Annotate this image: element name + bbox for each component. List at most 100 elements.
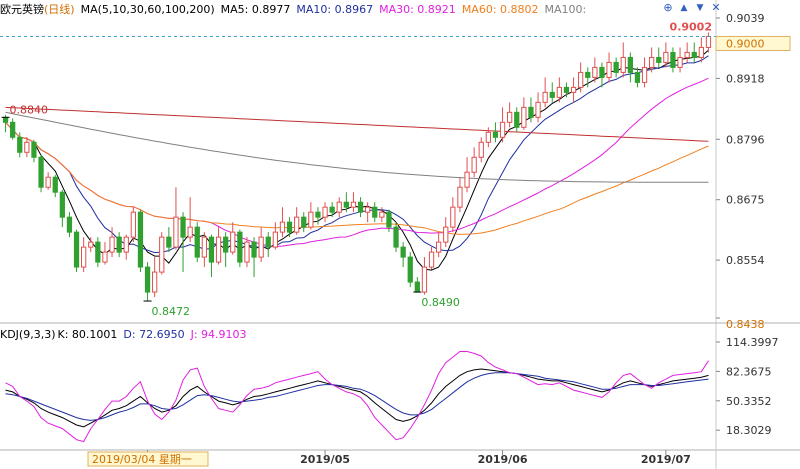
candle-body bbox=[464, 171, 470, 188]
low-annotation-1: 0.8472 bbox=[152, 305, 191, 318]
candle bbox=[322, 202, 328, 223]
price-tick-label: 0.8554 bbox=[726, 254, 765, 267]
candle bbox=[641, 57, 648, 88]
candle-body bbox=[670, 51, 676, 68]
candle-body bbox=[507, 111, 513, 123]
candle-body bbox=[208, 236, 215, 263]
candle bbox=[457, 177, 463, 213]
candle bbox=[223, 232, 229, 268]
move-up-icon[interactable]: ▲ bbox=[680, 3, 688, 13]
candle bbox=[336, 197, 342, 218]
candle bbox=[17, 132, 23, 158]
candle-body bbox=[301, 216, 307, 228]
ma10-value: MA10: 0.8967 bbox=[296, 2, 374, 16]
close-icon[interactable]: ✕ bbox=[711, 1, 721, 14]
candle-body bbox=[230, 231, 236, 253]
candle-body bbox=[272, 231, 278, 248]
time-tick-label: 2019/07 bbox=[641, 453, 691, 466]
candle bbox=[386, 209, 392, 233]
candle-body bbox=[649, 56, 655, 68]
candle bbox=[123, 234, 129, 260]
candle-body bbox=[315, 211, 321, 218]
candle bbox=[59, 189, 65, 228]
candle bbox=[670, 47, 676, 73]
candle bbox=[507, 102, 513, 128]
candle bbox=[315, 207, 321, 225]
candle bbox=[414, 277, 420, 293]
candle-body bbox=[485, 131, 491, 143]
candle-body bbox=[627, 56, 633, 73]
candle-body bbox=[66, 216, 73, 233]
candle bbox=[450, 197, 456, 233]
ma60-value: MA60: 0.8802 bbox=[461, 2, 539, 16]
candle bbox=[400, 242, 406, 268]
candle-body bbox=[641, 66, 648, 83]
candle bbox=[556, 77, 562, 103]
candle-body bbox=[201, 236, 207, 258]
candle-body bbox=[428, 251, 435, 268]
candle bbox=[634, 67, 641, 88]
time-tick-label: 2019/05 bbox=[300, 453, 350, 466]
candle-body bbox=[499, 121, 506, 138]
kdj-k-value: K: 80.1001 bbox=[57, 327, 118, 341]
candle-body bbox=[336, 201, 342, 213]
candle-body bbox=[223, 236, 229, 253]
ma60-line bbox=[5, 121, 709, 235]
candle-body bbox=[166, 236, 172, 248]
cursor-date-box bbox=[87, 451, 209, 467]
ma5-line bbox=[5, 49, 709, 271]
candle-body bbox=[414, 281, 420, 293]
candle bbox=[627, 52, 633, 83]
candle bbox=[663, 42, 669, 68]
ma10-line bbox=[5, 55, 709, 254]
candle-body bbox=[400, 246, 406, 258]
candle-body bbox=[2, 116, 9, 123]
candle bbox=[379, 207, 385, 223]
candle bbox=[52, 174, 58, 198]
candle-body bbox=[613, 61, 619, 73]
candle-body bbox=[322, 206, 328, 218]
candle bbox=[677, 47, 683, 73]
period-label[interactable]: (日线) bbox=[44, 3, 75, 16]
candle-body bbox=[443, 226, 449, 243]
candle bbox=[357, 197, 364, 218]
candle bbox=[514, 107, 520, 133]
candle-body bbox=[350, 201, 357, 208]
candle-body bbox=[407, 256, 413, 283]
candle-body bbox=[514, 111, 520, 128]
ma5-value: MA5: 0.8977 bbox=[220, 2, 291, 16]
candle bbox=[116, 232, 122, 258]
candle bbox=[201, 232, 207, 268]
candle-body bbox=[31, 141, 37, 158]
kdj-k-line bbox=[5, 368, 709, 428]
price-tick-label: 0.8675 bbox=[726, 194, 765, 207]
candle-body bbox=[81, 246, 87, 268]
candle bbox=[109, 227, 115, 258]
candle bbox=[102, 242, 108, 265]
candle bbox=[38, 154, 44, 193]
candle bbox=[66, 212, 73, 238]
candle-body bbox=[386, 211, 392, 228]
candle bbox=[570, 77, 577, 103]
candle bbox=[478, 137, 484, 163]
candle-body bbox=[329, 206, 335, 213]
move-down-icon[interactable]: ▼ bbox=[696, 3, 704, 13]
candle bbox=[464, 157, 470, 193]
candle bbox=[436, 232, 442, 258]
candle-body bbox=[308, 211, 314, 228]
cursor-price-label: 0.9000 bbox=[726, 37, 765, 50]
candle-body bbox=[542, 91, 548, 103]
candle bbox=[244, 237, 250, 268]
candle bbox=[258, 227, 264, 263]
add-indicator-icon[interactable]: ⊕ bbox=[663, 1, 673, 14]
candle-body bbox=[102, 251, 108, 263]
candle-body bbox=[677, 56, 683, 68]
candle-body bbox=[691, 51, 697, 58]
kdj-params: KDJ(9,3,3) bbox=[0, 327, 56, 341]
candle-body bbox=[187, 226, 193, 238]
candle bbox=[528, 97, 534, 123]
kdj-tick-label: 114.3997 bbox=[726, 336, 779, 349]
high-annotation: 0.8840 bbox=[10, 103, 49, 116]
